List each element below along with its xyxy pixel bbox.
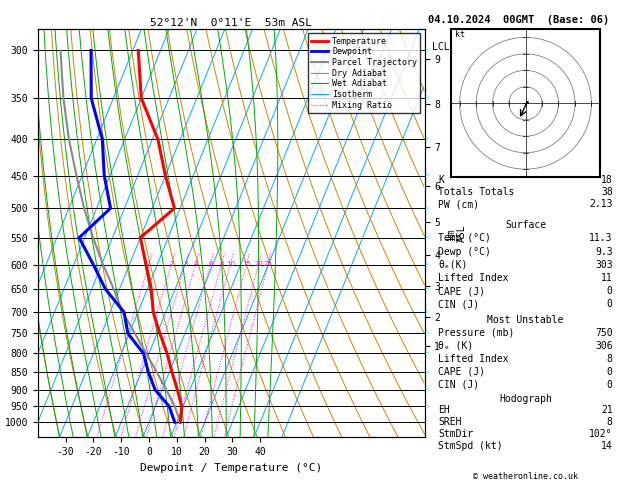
Text: CAPE (J): CAPE (J) [438, 367, 486, 377]
Text: 14: 14 [601, 441, 613, 451]
Text: 6: 6 [208, 261, 213, 267]
Text: Lifted Index: Lifted Index [438, 273, 509, 283]
Text: 0: 0 [607, 367, 613, 377]
Text: StmDir: StmDir [438, 429, 474, 439]
Text: Pressure (mb): Pressure (mb) [438, 328, 515, 338]
Text: »: » [425, 261, 428, 268]
Text: »: » [425, 95, 428, 101]
Text: kt: kt [455, 31, 465, 39]
Text: »: » [425, 173, 428, 179]
Text: 102°: 102° [589, 429, 613, 439]
Text: »: » [425, 350, 428, 356]
Text: 0: 0 [607, 299, 613, 310]
Text: K: K [438, 175, 444, 185]
Text: 9.3: 9.3 [595, 247, 613, 257]
Text: 11: 11 [601, 273, 613, 283]
Text: »: » [425, 369, 428, 375]
Text: LCL: LCL [432, 42, 450, 52]
Text: 21: 21 [601, 405, 613, 416]
Text: 4: 4 [193, 261, 198, 267]
Text: 0: 0 [607, 286, 613, 296]
Text: CIN (J): CIN (J) [438, 380, 479, 390]
Text: 15: 15 [242, 261, 251, 267]
Text: 10: 10 [226, 261, 235, 267]
Text: 8: 8 [607, 354, 613, 364]
Text: CIN (J): CIN (J) [438, 299, 479, 310]
Text: »: » [425, 309, 428, 315]
Text: 1: 1 [147, 261, 151, 267]
Text: »: » [425, 137, 428, 142]
Text: »: » [425, 48, 428, 53]
Text: 2: 2 [169, 261, 174, 267]
Text: PW (cm): PW (cm) [438, 199, 479, 209]
Text: »: » [425, 286, 428, 292]
Text: 303: 303 [595, 260, 613, 270]
Text: »: » [425, 235, 428, 241]
Text: 2.13: 2.13 [589, 199, 613, 209]
Text: Temp (°C): Temp (°C) [438, 233, 491, 243]
Text: »: » [425, 403, 428, 410]
Y-axis label: km
ASL: km ASL [446, 225, 467, 242]
Text: Hodograph: Hodograph [499, 394, 552, 403]
Text: θₑ(K): θₑ(K) [438, 260, 468, 270]
Text: Totals Totals: Totals Totals [438, 187, 515, 197]
Text: 3: 3 [183, 261, 187, 267]
Text: © weatheronline.co.uk: © weatheronline.co.uk [473, 472, 577, 481]
X-axis label: Dewpoint / Temperature (°C): Dewpoint / Temperature (°C) [140, 463, 322, 473]
Text: 20: 20 [254, 261, 263, 267]
Text: 18: 18 [601, 175, 613, 185]
Text: 8: 8 [607, 417, 613, 427]
Legend: Temperature, Dewpoint, Parcel Trajectory, Dry Adiabat, Wet Adiabat, Isotherm, Mi: Temperature, Dewpoint, Parcel Trajectory… [308, 34, 420, 113]
Text: 750: 750 [595, 328, 613, 338]
Text: EH: EH [438, 405, 450, 416]
Text: Lifted Index: Lifted Index [438, 354, 509, 364]
Text: 8: 8 [220, 261, 224, 267]
Text: 0: 0 [607, 380, 613, 390]
Text: 11.3: 11.3 [589, 233, 613, 243]
Text: SREH: SREH [438, 417, 462, 427]
Text: 38: 38 [601, 187, 613, 197]
Text: Dewp (°C): Dewp (°C) [438, 247, 491, 257]
Text: StmSpd (kt): StmSpd (kt) [438, 441, 503, 451]
Title: 52°12'N  0°11'E  53m ASL: 52°12'N 0°11'E 53m ASL [150, 18, 312, 28]
Text: »: » [425, 205, 428, 211]
Text: CAPE (J): CAPE (J) [438, 286, 486, 296]
Text: 306: 306 [595, 341, 613, 351]
Text: Surface: Surface [505, 220, 546, 230]
Text: θₑ (K): θₑ (K) [438, 341, 474, 351]
Text: Most Unstable: Most Unstable [487, 315, 564, 325]
Text: »: » [425, 387, 428, 393]
Text: 04.10.2024  00GMT  (Base: 06): 04.10.2024 00GMT (Base: 06) [428, 15, 610, 25]
Text: »: » [425, 330, 428, 336]
Text: 25: 25 [264, 261, 272, 267]
